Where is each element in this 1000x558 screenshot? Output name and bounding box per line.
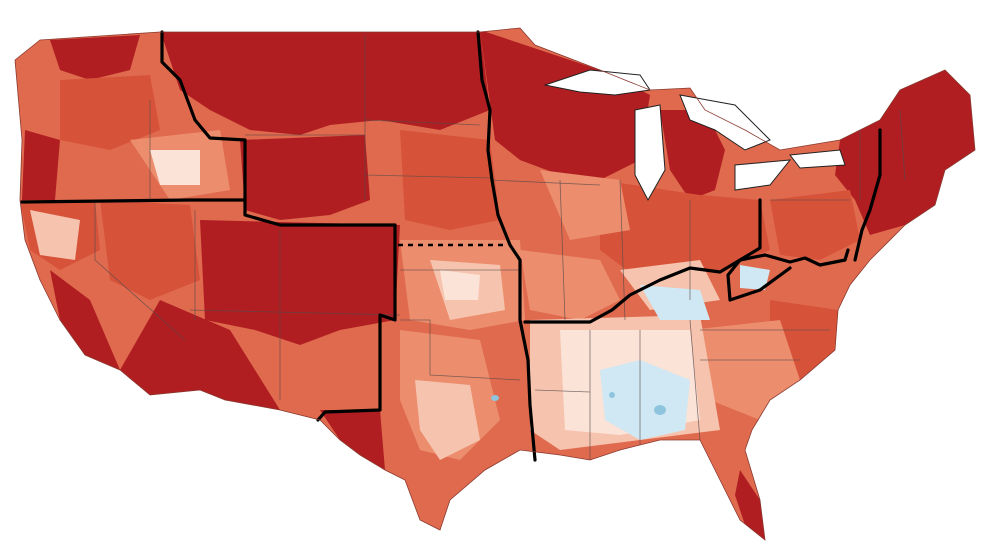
region-boundaries <box>20 30 882 462</box>
us-outline <box>14 27 976 541</box>
temperature-field <box>15 28 975 540</box>
region-line-west <box>20 198 247 204</box>
zone-warmer <box>20 75 860 380</box>
region-line-central <box>476 30 537 462</box>
state-borders <box>94 35 906 460</box>
zone-slightly-cooler <box>600 265 770 440</box>
zone-much-warmer <box>22 30 975 540</box>
region-line-south <box>523 248 850 324</box>
zone-cooler <box>491 392 666 415</box>
great-lakes <box>543 69 846 202</box>
region-line-northeast <box>853 128 882 262</box>
region-line-east <box>726 198 792 302</box>
region-line-northwest <box>160 30 397 422</box>
